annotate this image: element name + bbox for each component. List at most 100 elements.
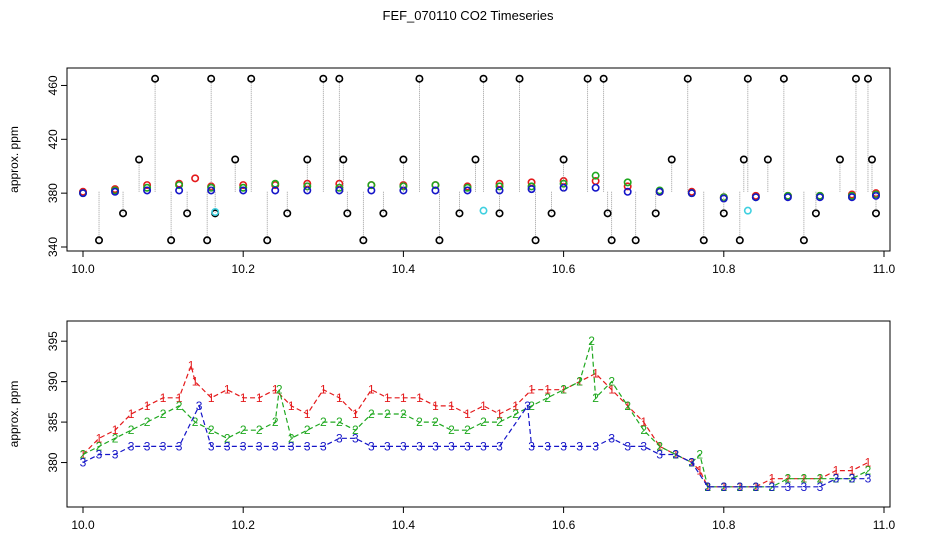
point-black-25 (479, 74, 488, 83)
series-marker-2-11: 2 (256, 423, 263, 437)
series-marker-3-1: 3 (96, 447, 103, 461)
series-marker-3-28: 3 (528, 439, 535, 453)
series-marker-3-24: 3 (464, 439, 471, 453)
series-marker-2-28: 2 (512, 407, 519, 421)
point-blue-3 (175, 186, 184, 195)
series-marker-1-46: 1 (785, 472, 792, 486)
series-marker-2-6: 2 (176, 399, 183, 413)
series-marker-3-13: 3 (288, 439, 295, 453)
series-marker-2-32: 2 (576, 375, 583, 389)
series-marker-2-34: 2 (592, 391, 599, 405)
series-marker-3-5: 3 (160, 439, 167, 453)
plot-frame-1 (66, 320, 891, 508)
y-tick-label-0-3: 460 (46, 75, 60, 95)
point-black-39 (699, 236, 708, 245)
point-black-17 (343, 209, 352, 218)
series-marker-2-15: 2 (304, 423, 311, 437)
point-black-33 (603, 209, 612, 218)
series-marker-2-5: 2 (160, 407, 167, 421)
x-tick-label-0-2: 10.4 (392, 262, 416, 276)
x-tick-label-0-5: 11.0 (873, 262, 896, 276)
series-line-3 (82, 404, 868, 488)
series-marker-3-2: 3 (112, 447, 119, 461)
series-marker-1-24: 1 (448, 399, 455, 413)
series-marker-1-12: 1 (256, 391, 263, 405)
point-black-15 (335, 74, 344, 83)
series-marker-2-27: 2 (496, 415, 503, 429)
point-black-41 (735, 236, 744, 245)
series-marker-2-35: 2 (608, 375, 615, 389)
point-black-22 (435, 236, 444, 245)
series-marker-1-20: 1 (384, 391, 391, 405)
series-marker-2-36: 2 (624, 399, 631, 413)
series-marker-3-32: 3 (592, 439, 599, 453)
series-marker-3-29: 3 (544, 439, 551, 453)
point-black-36 (651, 209, 660, 218)
series-marker-1-1: 1 (96, 431, 103, 445)
series-marker-1-31: 1 (560, 383, 567, 397)
series-marker-3-17: 3 (352, 431, 359, 445)
x-tick-label-0-1: 10.2 (232, 262, 256, 276)
series-marker-3-7: 3 (196, 399, 203, 413)
series-marker-2-45: 2 (752, 480, 759, 494)
point-black-9 (231, 155, 240, 164)
point-blue-21 (751, 193, 760, 202)
series-marker-3-6: 3 (176, 439, 183, 453)
point-cyan-0 (211, 208, 220, 217)
series-marker-3-4: 3 (144, 439, 151, 453)
series-marker-2-44: 2 (736, 480, 743, 494)
point-black-50 (863, 74, 872, 83)
point-green-14 (527, 182, 536, 191)
series-line-1 (82, 363, 869, 488)
x-tick-label-1-3: 10.6 (552, 518, 576, 532)
point-black-24 (471, 155, 480, 164)
series-marker-2-29: 2 (528, 399, 535, 413)
series-marker-3-20: 3 (400, 439, 407, 453)
point-black-49 (851, 74, 860, 83)
series-marker-2-38: 2 (656, 439, 663, 453)
point-cyan-2 (743, 206, 752, 215)
point-green-12 (463, 183, 472, 192)
x-tick-label-1-1: 10.2 (232, 518, 256, 532)
point-black-43 (743, 74, 752, 83)
x-tick-label-1-0: 10.0 (71, 518, 95, 532)
point-black-30 (559, 155, 568, 164)
series-marker-1-23: 1 (432, 399, 439, 413)
series-marker-1-30: 1 (544, 383, 551, 397)
series-marker-2-23: 2 (432, 415, 439, 429)
y-tick-label-1-0: 380 (46, 452, 60, 472)
series-marker-1-18: 1 (352, 407, 359, 421)
series-marker-3-23: 3 (448, 439, 455, 453)
series-marker-1-2: 1 (112, 423, 119, 437)
series-marker-2-47: 2 (785, 472, 792, 486)
series-marker-3-37: 3 (672, 447, 679, 461)
series-marker-2-48: 2 (801, 472, 808, 486)
point-black-44 (763, 155, 772, 164)
series-marker-1-45: 1 (769, 472, 776, 486)
series-marker-3-33: 3 (608, 431, 615, 445)
series-marker-2-21: 2 (400, 407, 407, 421)
series-marker-1-4: 1 (144, 399, 151, 413)
point-black-45 (779, 74, 788, 83)
point-black-7 (207, 74, 216, 83)
series-marker-2-10: 2 (240, 423, 247, 437)
series-marker-1-25: 1 (464, 407, 471, 421)
series-line-2 (82, 341, 869, 488)
series-marker-3-25: 3 (480, 439, 487, 453)
series-marker-3-47: 3 (833, 472, 840, 486)
series-marker-3-36: 3 (656, 447, 663, 461)
point-blue-23 (815, 193, 824, 202)
point-black-38 (683, 74, 692, 83)
series-marker-3-19: 3 (384, 439, 391, 453)
point-blue-11 (431, 186, 440, 195)
point-black-29 (547, 209, 556, 218)
series-marker-1-36: 1 (640, 415, 647, 429)
series-marker-3-10: 3 (240, 439, 247, 453)
point-blue-22 (783, 193, 792, 202)
series-marker-3-31: 3 (576, 439, 583, 453)
series-marker-2-20: 2 (384, 407, 391, 421)
series-marker-2-3: 2 (128, 423, 135, 437)
series-marker-3-27: 3 (524, 399, 531, 413)
series-marker-2-14: 2 (288, 431, 295, 445)
point-red-4 (191, 174, 200, 183)
